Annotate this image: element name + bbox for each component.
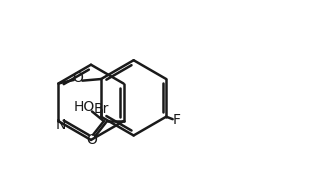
Text: N: N: [56, 118, 67, 133]
Text: O: O: [73, 71, 84, 85]
Text: Br: Br: [93, 102, 109, 116]
Text: F: F: [172, 113, 180, 127]
Text: O: O: [86, 133, 97, 147]
Text: HO: HO: [73, 100, 94, 114]
